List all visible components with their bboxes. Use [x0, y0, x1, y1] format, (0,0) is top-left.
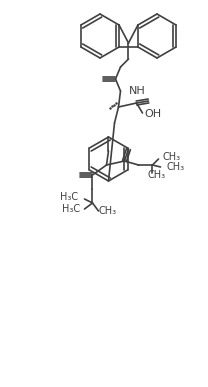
Text: CH₃: CH₃ [162, 152, 181, 162]
Text: CH₃: CH₃ [147, 170, 166, 180]
Text: H₃C: H₃C [60, 192, 78, 202]
Text: CH₃: CH₃ [166, 162, 185, 172]
Text: NH: NH [129, 86, 145, 96]
Text: CH₃: CH₃ [99, 206, 117, 216]
Text: H₃C: H₃C [62, 204, 80, 214]
Text: OH: OH [145, 109, 162, 119]
